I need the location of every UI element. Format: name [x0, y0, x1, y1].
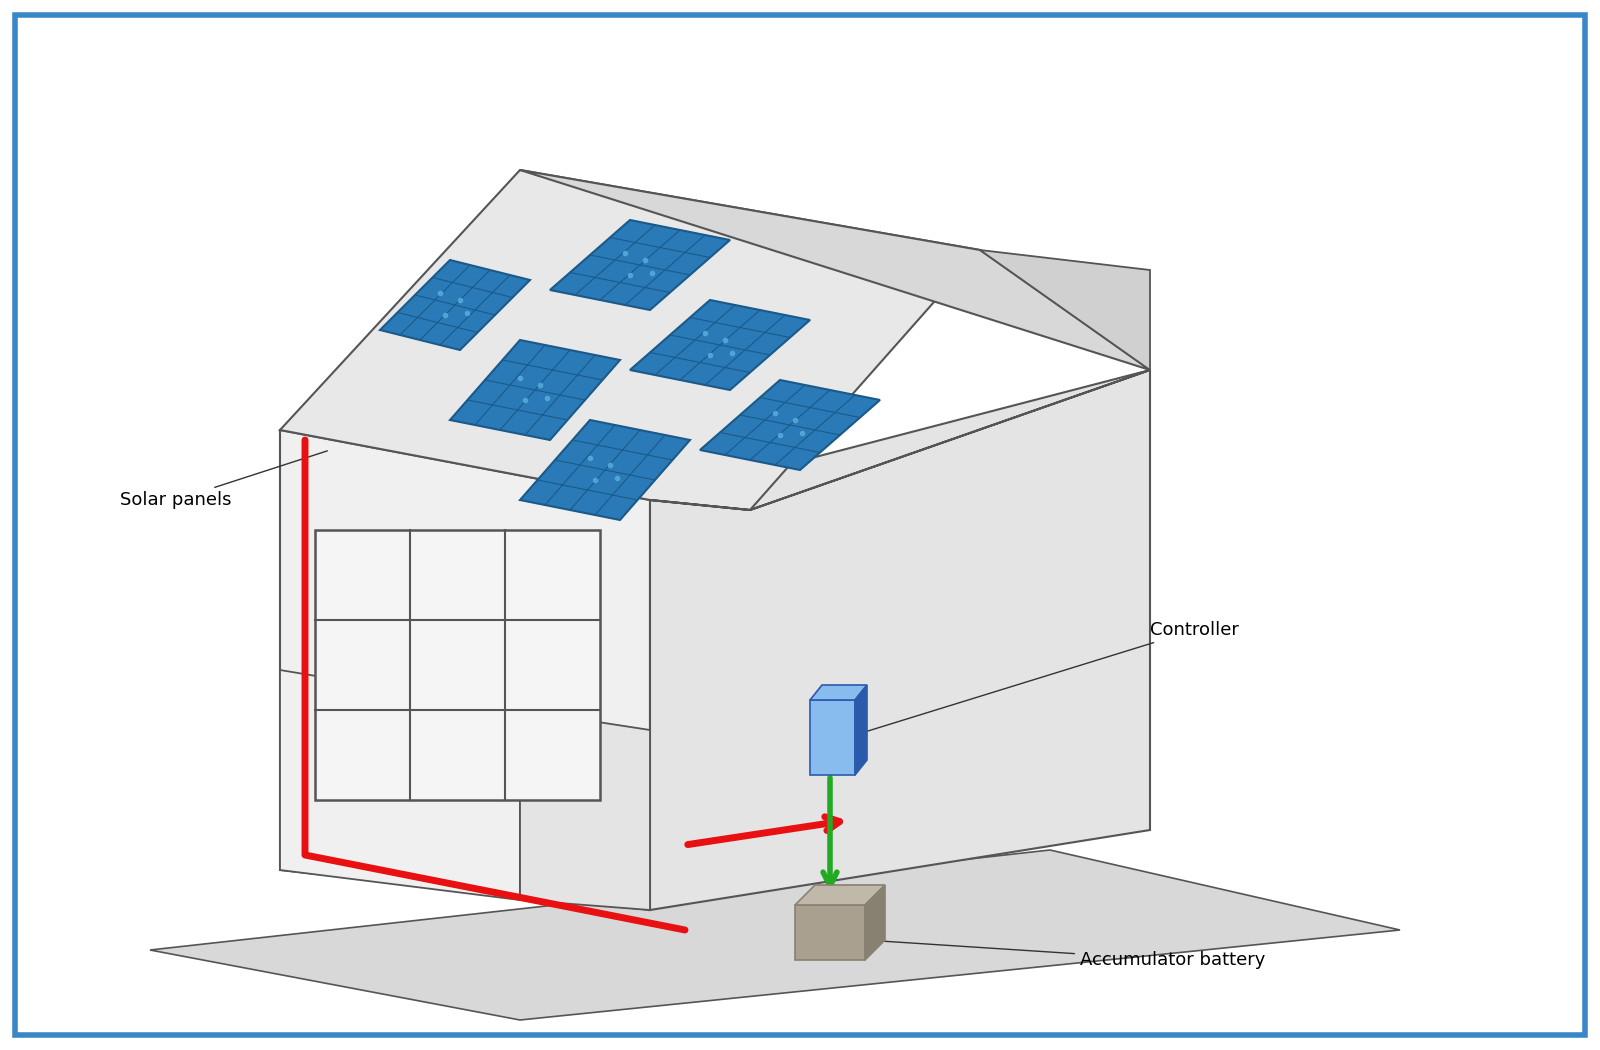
Polygon shape — [520, 420, 690, 520]
FancyBboxPatch shape — [795, 905, 866, 960]
Text: Accumulator battery: Accumulator battery — [867, 940, 1266, 969]
Polygon shape — [520, 170, 1150, 510]
Polygon shape — [979, 250, 1150, 370]
Text: Solar panels: Solar panels — [120, 450, 328, 509]
Polygon shape — [520, 710, 650, 910]
Text: Controller: Controller — [858, 621, 1238, 734]
Polygon shape — [854, 685, 867, 775]
Polygon shape — [795, 885, 885, 905]
Polygon shape — [810, 685, 867, 700]
Polygon shape — [866, 885, 885, 960]
Polygon shape — [280, 670, 520, 900]
Polygon shape — [280, 170, 979, 510]
Polygon shape — [701, 380, 880, 470]
FancyBboxPatch shape — [810, 700, 854, 775]
Polygon shape — [630, 300, 810, 390]
FancyBboxPatch shape — [315, 530, 600, 800]
Polygon shape — [280, 430, 650, 910]
Polygon shape — [381, 260, 530, 350]
Polygon shape — [650, 370, 1150, 910]
Polygon shape — [550, 220, 730, 310]
Polygon shape — [450, 340, 621, 440]
Polygon shape — [150, 850, 1400, 1020]
